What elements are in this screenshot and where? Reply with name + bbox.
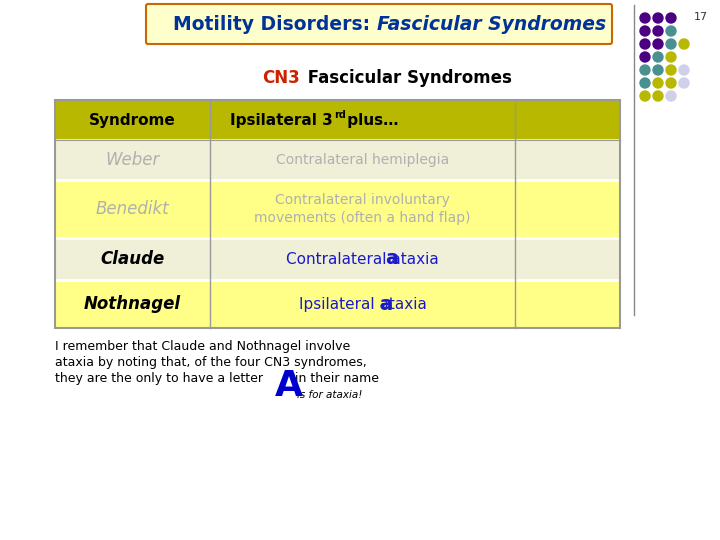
Text: Fascicular Syndromes: Fascicular Syndromes [377, 15, 606, 33]
Text: Ipsilateral ataxia: Ipsilateral ataxia [299, 296, 426, 312]
Text: a: a [379, 294, 392, 314]
Circle shape [653, 52, 663, 62]
Circle shape [666, 91, 676, 101]
Circle shape [640, 65, 650, 75]
Text: CN3: CN3 [262, 69, 300, 87]
Text: Nothnagel: Nothnagel [84, 295, 181, 313]
Circle shape [653, 65, 663, 75]
Circle shape [679, 65, 689, 75]
Circle shape [640, 39, 650, 49]
Circle shape [666, 13, 676, 23]
FancyBboxPatch shape [55, 238, 620, 280]
Text: Ipsilateral 3: Ipsilateral 3 [230, 112, 333, 127]
Text: rd: rd [335, 110, 346, 120]
FancyBboxPatch shape [55, 180, 620, 238]
Circle shape [640, 78, 650, 88]
FancyBboxPatch shape [55, 280, 620, 328]
Circle shape [666, 26, 676, 36]
Text: Contralateral ataxia: Contralateral ataxia [286, 252, 439, 267]
Text: Motility Disorders:: Motility Disorders: [174, 15, 377, 33]
Circle shape [653, 26, 663, 36]
FancyBboxPatch shape [55, 140, 620, 180]
Circle shape [666, 78, 676, 88]
Circle shape [666, 39, 676, 49]
Circle shape [653, 39, 663, 49]
Text: Fascicular Syndromes: Fascicular Syndromes [302, 69, 512, 87]
Text: 17: 17 [694, 12, 708, 22]
Circle shape [679, 78, 689, 88]
Text: Benedikt: Benedikt [96, 200, 169, 218]
Text: in their name: in their name [295, 372, 379, 385]
Circle shape [640, 91, 650, 101]
Text: A: A [275, 369, 303, 403]
Text: Contralateral hemiplegia: Contralateral hemiplegia [276, 153, 449, 167]
Text: I remember that Claude and Nothnagel involve: I remember that Claude and Nothnagel inv… [55, 340, 350, 353]
FancyBboxPatch shape [55, 100, 620, 140]
Text: a: a [385, 249, 398, 268]
Text: plus…: plus… [343, 112, 399, 127]
Circle shape [666, 65, 676, 75]
Circle shape [653, 78, 663, 88]
Text: they are the only to have a letter: they are the only to have a letter [55, 372, 263, 385]
Circle shape [679, 39, 689, 49]
Text: is for ataxia!: is for ataxia! [297, 390, 362, 400]
Circle shape [653, 91, 663, 101]
Text: Weber: Weber [105, 151, 160, 169]
Circle shape [640, 26, 650, 36]
Circle shape [640, 52, 650, 62]
Text: Claude: Claude [100, 250, 165, 268]
Text: ataxia by noting that, of the four CN3 syndromes,: ataxia by noting that, of the four CN3 s… [55, 356, 366, 369]
Circle shape [640, 13, 650, 23]
Text: Contralateral involuntary
movements (often a hand flap): Contralateral involuntary movements (oft… [254, 193, 471, 225]
FancyBboxPatch shape [146, 4, 612, 44]
Circle shape [666, 52, 676, 62]
Circle shape [653, 13, 663, 23]
Text: Syndrome: Syndrome [89, 112, 176, 127]
